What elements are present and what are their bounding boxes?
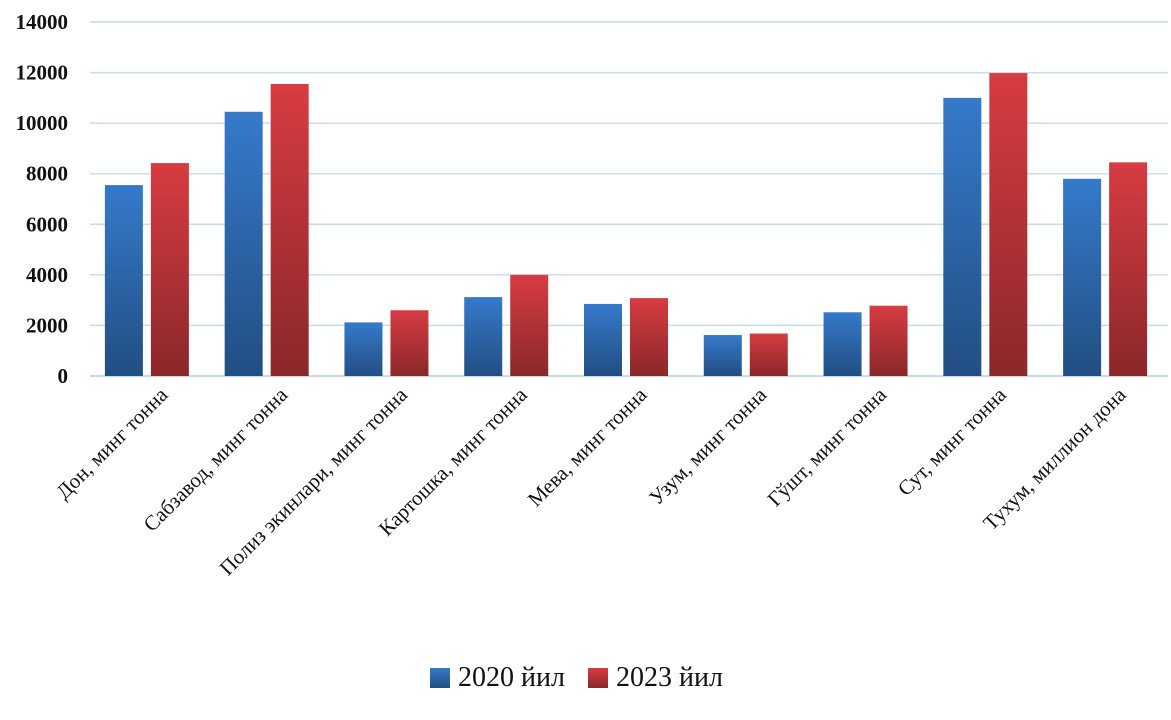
y-tick-label: 10000 (16, 111, 69, 135)
x-tick-label: Сут, минг тонна (893, 382, 1012, 501)
legend-label: 2023 йил (616, 662, 723, 693)
y-tick-label: 4000 (26, 263, 68, 287)
bar-series-1 (943, 97, 982, 376)
legend: 2020 йил 2023 йил (430, 662, 723, 693)
y-tick-label: 6000 (26, 212, 68, 236)
y-tick-label: 8000 (26, 162, 68, 186)
bar-series-2 (270, 83, 309, 376)
bar-series-1 (464, 297, 503, 376)
y-axis-ticks: 0 2000 4000 6000 8000 10000 12000 14000 (16, 10, 69, 388)
bar-series-2 (749, 333, 788, 376)
x-tick-label: Гўшт, минг тонна (763, 382, 892, 511)
x-tick-label: Полиз экинлари, минг тонна (215, 382, 413, 580)
bar-series-2 (1109, 162, 1148, 376)
bar-series-2 (869, 305, 908, 376)
bar-series-1 (823, 312, 862, 376)
legend-swatch (430, 668, 450, 688)
legend-label: 2020 йил (458, 662, 565, 693)
legend-swatch (588, 668, 608, 688)
bar-series-2 (630, 298, 668, 376)
y-tick-label: 12000 (16, 61, 69, 85)
bar-series-1 (224, 111, 263, 376)
bar-series-2 (150, 163, 189, 376)
bar-series-1 (104, 185, 143, 376)
gridlines (90, 21, 1168, 377)
y-tick-label: 14000 (16, 10, 69, 34)
y-tick-label: 2000 (26, 313, 68, 337)
x-tick-label: Мева, минг тонна (523, 382, 652, 511)
bar-series-2 (510, 274, 549, 376)
y-tick-label: 0 (58, 364, 69, 388)
bar-series-1 (1063, 178, 1102, 376)
bar-series-1 (344, 322, 383, 376)
bar-series-1 (703, 335, 742, 376)
bar-series-2 (989, 73, 1028, 376)
bar-series-1 (584, 303, 622, 376)
bars (104, 73, 1148, 376)
x-tick-label: Дон, минг тонна (51, 382, 173, 504)
bar-series-2 (390, 310, 429, 376)
x-tick-label: Узум, минг тонна (644, 382, 772, 510)
